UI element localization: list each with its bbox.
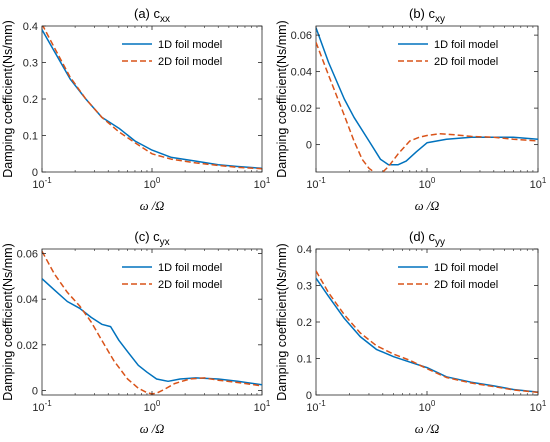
y-tick-label: 0.2 (23, 94, 38, 106)
x-tick-label: 100 (144, 399, 161, 414)
plot-area (41, 25, 263, 173)
x-tick-label: 10-1 (32, 176, 52, 191)
chart-panel-2: 10-1 100 101 0 0.02 0.04 0.06 (b) cxy Damping co… (275, 6, 547, 213)
chart-title: (d) cyy (409, 229, 445, 248)
legend-label-2: 2D foil model (158, 56, 222, 68)
x-tick-label: 100 (419, 176, 436, 191)
series-line-1d (316, 277, 538, 393)
chart-panel-1: 10-1 100 101 0 0.1 0.2 0.3 0.4 (a) cxx Damping co… (1, 6, 271, 213)
chart-title: (a) cxx (134, 6, 170, 25)
y-axis-label: Damping coefficient(Ns/mm) (1, 243, 15, 400)
y-tick-label: 0.3 (297, 281, 312, 293)
y-tick-label: 0.2 (297, 317, 312, 329)
legend-label-1: 1D foil model (434, 262, 498, 274)
y-axis-label: Damping coefficient(Ns/mm) (1, 20, 15, 177)
chart-title: (c) cyx (134, 229, 169, 248)
legend-label-2: 2D foil model (434, 56, 498, 68)
series-line-2d (42, 26, 262, 170)
x-tick-label: 101 (530, 399, 547, 414)
legend: 1D foil model 2D foil model (122, 262, 222, 291)
series-line-2d (316, 42, 538, 172)
y-tick-label: 0.1 (23, 131, 38, 143)
x-axis-label: ω /Ω (415, 199, 439, 213)
series-group (316, 270, 538, 394)
plot-area (315, 248, 539, 396)
chart-title: (b) cxy (409, 6, 445, 25)
x-tick-label: 100 (144, 176, 161, 191)
x-tick-label: 10-1 (306, 176, 326, 191)
legend-label-1: 1D foil model (158, 39, 222, 51)
y-tick-label: 0 (32, 385, 38, 397)
y-tick-label: 0.4 (297, 244, 312, 256)
x-axis-label: ω /Ω (415, 422, 439, 436)
y-tick-label: 0 (306, 390, 312, 402)
y-tick-label: 0 (32, 167, 38, 179)
legend-label-1: 1D foil model (158, 262, 222, 274)
series-line-1d (42, 278, 262, 386)
series-group (42, 250, 262, 395)
y-tick-label: 0.02 (17, 340, 38, 352)
legend: 1D foil model 2D foil model (398, 39, 498, 68)
y-axis-label: Damping coefficient(Ns/mm) (275, 20, 289, 177)
legend: 1D foil model 2D foil model (122, 39, 222, 68)
y-tick-label: 0.06 (291, 30, 312, 42)
y-axis-label: Damping coefficient(Ns/mm) (275, 243, 289, 400)
x-tick-label: 10-1 (306, 399, 326, 414)
x-tick-label: 101 (530, 176, 547, 191)
chart-panel-4: 10-1 100 101 0 0.1 0.2 0.3 0.4 (d) cyy Damping co… (275, 229, 547, 436)
y-tick-label: 0.4 (23, 21, 38, 33)
chart-panel-3: 10-1 100 101 0 0.02 0.04 0.06 (c) cyx Damping co… (1, 229, 271, 436)
x-axis-label: ω /Ω (140, 199, 164, 213)
y-tick-label: 0 (306, 140, 312, 152)
legend-label-1: 1D foil model (434, 39, 498, 51)
legend: 1D foil model 2D foil model (398, 262, 498, 291)
y-tick-label: 0.02 (291, 103, 312, 115)
legend-label-2: 2D foil model (158, 279, 222, 291)
y-tick-label: 0.04 (17, 294, 38, 306)
series-line-1d (42, 29, 262, 170)
x-tick-label: 101 (254, 399, 271, 414)
y-tick-label: 0.1 (297, 354, 312, 366)
series-line-1d (316, 27, 538, 166)
legend-label-2: 2D foil model (434, 279, 498, 291)
y-tick-label: 0.04 (291, 67, 312, 79)
x-tick-label: 101 (254, 176, 271, 191)
x-tick-label: 100 (419, 399, 436, 414)
x-axis-label: ω /Ω (140, 422, 164, 436)
plot-area (315, 25, 539, 173)
y-tick-label: 0.06 (17, 249, 38, 261)
plot-area (41, 248, 263, 396)
series-group (42, 26, 262, 170)
series-group (316, 27, 538, 172)
series-line-2d (42, 250, 262, 395)
x-tick-label: 10-1 (32, 399, 52, 414)
y-tick-label: 0.3 (23, 58, 38, 70)
